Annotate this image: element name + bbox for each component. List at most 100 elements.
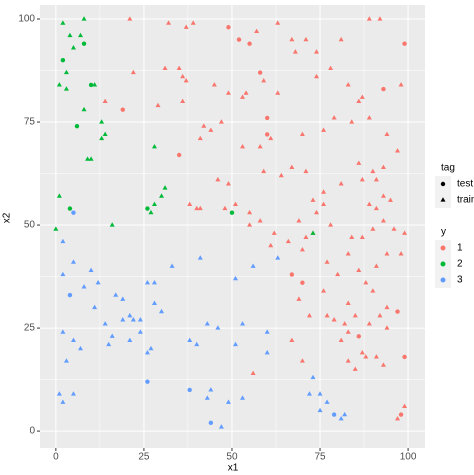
point <box>377 312 383 318</box>
point <box>257 218 263 223</box>
point <box>370 168 376 174</box>
point <box>201 123 207 128</box>
point <box>380 362 386 367</box>
point <box>197 205 203 211</box>
legend-label: 1 <box>457 243 463 254</box>
point <box>169 263 175 268</box>
point <box>109 222 115 227</box>
point <box>300 280 305 285</box>
point <box>232 341 238 347</box>
point <box>257 70 263 75</box>
point <box>363 279 369 285</box>
point <box>95 279 101 285</box>
point <box>338 415 344 421</box>
point <box>215 176 221 182</box>
point <box>148 209 154 215</box>
point <box>310 374 316 380</box>
x-tick-label: 100 <box>400 452 417 463</box>
point <box>391 226 397 231</box>
point <box>218 424 224 429</box>
point <box>56 391 62 396</box>
point <box>144 350 150 355</box>
point <box>395 309 400 314</box>
point <box>130 317 136 322</box>
legend-label: train <box>457 195 474 206</box>
point <box>381 86 386 92</box>
point <box>296 296 302 301</box>
point <box>261 78 267 83</box>
point <box>127 16 133 21</box>
point <box>310 197 316 202</box>
point <box>289 272 295 277</box>
point <box>324 259 330 264</box>
point <box>127 312 133 318</box>
point <box>208 387 214 392</box>
point <box>345 251 351 256</box>
point <box>370 226 376 231</box>
point <box>356 267 362 272</box>
point <box>127 337 133 343</box>
point <box>70 337 76 343</box>
legend-title: y <box>441 227 446 238</box>
point <box>359 234 365 240</box>
legend-label: 2 <box>457 259 463 270</box>
point <box>331 115 337 120</box>
point <box>363 354 369 359</box>
point <box>60 399 66 404</box>
point <box>176 65 182 71</box>
point <box>338 181 344 186</box>
point <box>120 107 125 112</box>
point <box>324 399 330 404</box>
point <box>56 82 62 87</box>
point <box>303 234 309 240</box>
point <box>197 255 203 260</box>
point <box>338 36 344 42</box>
point <box>321 201 327 207</box>
point <box>373 176 379 182</box>
y-axis-label: x2 <box>2 212 13 223</box>
point <box>292 49 298 54</box>
point <box>296 218 302 223</box>
point <box>342 321 348 326</box>
point <box>310 230 316 235</box>
point <box>190 20 196 25</box>
point <box>384 325 390 330</box>
point <box>373 354 379 359</box>
point <box>63 69 69 75</box>
point <box>366 16 372 21</box>
point <box>317 391 323 396</box>
point <box>236 37 242 42</box>
point <box>317 407 323 413</box>
point <box>63 358 69 363</box>
point <box>398 412 404 417</box>
point <box>349 119 355 124</box>
point <box>402 403 408 408</box>
point <box>384 304 390 310</box>
point <box>268 135 274 141</box>
point <box>264 115 270 121</box>
point <box>137 329 143 334</box>
point <box>102 98 108 104</box>
legend-label: 3 <box>457 275 463 286</box>
point <box>232 275 238 281</box>
point <box>92 82 98 87</box>
point <box>303 36 309 42</box>
point <box>366 321 372 326</box>
point <box>299 131 305 136</box>
point <box>81 284 87 289</box>
legend-symbol <box>440 261 446 267</box>
point <box>144 279 150 285</box>
point <box>366 115 372 120</box>
point <box>352 366 358 371</box>
point <box>380 193 386 198</box>
point <box>289 36 295 42</box>
legend-symbol <box>440 245 446 251</box>
point <box>324 312 330 318</box>
point <box>243 90 249 95</box>
point <box>151 300 157 305</box>
point <box>306 312 312 318</box>
point <box>71 210 76 215</box>
point <box>250 263 256 268</box>
point <box>187 201 193 207</box>
point <box>328 222 334 227</box>
